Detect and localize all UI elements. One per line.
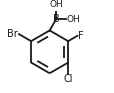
Text: B: B [52, 14, 59, 24]
Text: OH: OH [66, 15, 80, 24]
Text: Cl: Cl [63, 74, 72, 84]
Text: Br: Br [7, 29, 18, 39]
Text: OH: OH [49, 0, 63, 9]
Text: F: F [77, 31, 83, 41]
